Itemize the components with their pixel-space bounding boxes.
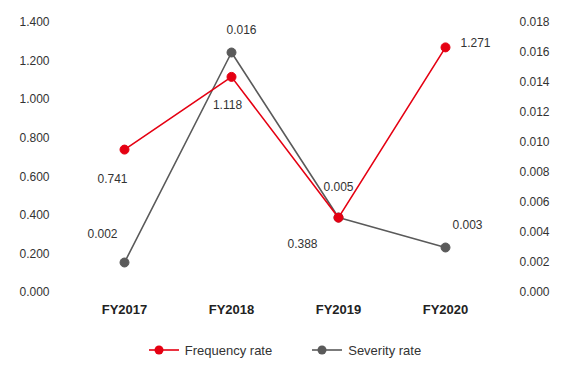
svg-text:0.600: 0.600 [19, 170, 49, 184]
svg-text:1.271: 1.271 [460, 36, 490, 50]
svg-text:0.400: 0.400 [19, 208, 49, 222]
svg-text:0.012: 0.012 [520, 105, 550, 119]
svg-text:0.000: 0.000 [520, 285, 550, 299]
svg-text:FY2020: FY2020 [423, 302, 469, 317]
svg-text:1.400: 1.400 [19, 15, 49, 29]
svg-text:0.006: 0.006 [520, 195, 550, 209]
svg-text:1.200: 1.200 [19, 54, 49, 68]
svg-text:1.000: 1.000 [19, 92, 49, 106]
svg-text:0.016: 0.016 [520, 45, 550, 59]
svg-text:0.741: 0.741 [97, 172, 127, 186]
svg-text:0.016: 0.016 [226, 23, 256, 37]
svg-text:0.388: 0.388 [287, 237, 317, 251]
svg-text:0.800: 0.800 [19, 131, 49, 145]
svg-text:0.002: 0.002 [87, 227, 117, 241]
svg-text:0.018: 0.018 [520, 15, 550, 29]
svg-text:0.005: 0.005 [323, 180, 353, 194]
svg-text:FY2018: FY2018 [209, 302, 255, 317]
svg-text:0.008: 0.008 [520, 165, 550, 179]
svg-text:1.118: 1.118 [213, 98, 242, 112]
svg-text:0.004: 0.004 [520, 225, 550, 239]
svg-text:0.002: 0.002 [520, 255, 550, 269]
svg-text:0.014: 0.014 [520, 75, 550, 89]
svg-text:0.200: 0.200 [19, 247, 49, 261]
svg-text:FY2019: FY2019 [316, 302, 362, 317]
svg-text:0.010: 0.010 [520, 135, 550, 149]
html-text:Frequency rate: Frequency rate [184, 342, 273, 358]
svg-text:0.003: 0.003 [452, 218, 482, 232]
svg-text:0.000: 0.000 [19, 285, 49, 299]
html-text:Severity rate: Severity rate [348, 342, 422, 358]
svg-text:FY2017: FY2017 [102, 302, 148, 317]
